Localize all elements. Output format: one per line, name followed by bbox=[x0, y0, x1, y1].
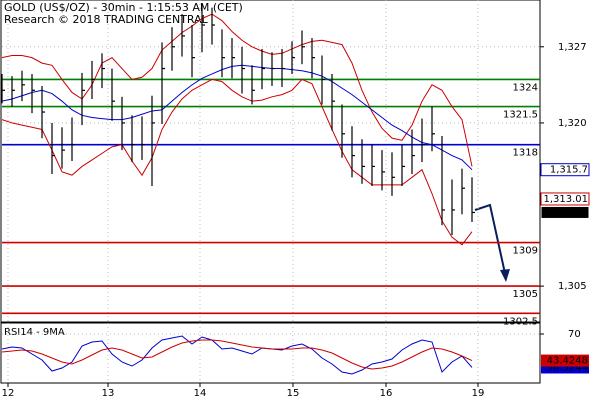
rsi-line bbox=[1, 335, 473, 375]
rsi-panel bbox=[0, 322, 541, 384]
rsi-title: RSI14 - 9MA bbox=[4, 327, 65, 338]
level-label: 1324 bbox=[513, 82, 538, 93]
price-box bbox=[540, 205, 590, 219]
chart-subtitle: Research © 2018 TRADING CENTRAL bbox=[4, 13, 209, 26]
band-line bbox=[1, 64, 473, 171]
price-label: 1,311.77 bbox=[543, 207, 588, 218]
price-box bbox=[540, 192, 590, 206]
chart-title: GOLD (US$/OZ) - 30min - 1:15:53 AM (CET) bbox=[4, 1, 243, 14]
y-tick-label: 1,327 bbox=[558, 42, 587, 53]
band-line bbox=[1, 78, 473, 246]
forecast-arrow-head bbox=[500, 269, 510, 282]
price-box bbox=[540, 163, 590, 177]
band-line bbox=[1, 13, 473, 167]
rsi-value-label: 36.5244 bbox=[547, 362, 588, 373]
level-label: 1309 bbox=[513, 246, 538, 257]
x-tick-label: 13 bbox=[102, 388, 115, 399]
x-tick-label: 15 bbox=[287, 388, 300, 399]
price-label: 1,315.7 bbox=[550, 165, 588, 176]
x-tick-label: 19 bbox=[472, 388, 485, 399]
level-label: 1321.5 bbox=[503, 110, 538, 121]
level-label: 1318 bbox=[513, 148, 538, 159]
level-label: 1302.5 bbox=[503, 316, 538, 327]
x-tick-label: 16 bbox=[380, 388, 393, 399]
price-panel bbox=[0, 0, 541, 323]
forecast-arrow bbox=[474, 203, 507, 279]
rsi-line bbox=[1, 339, 473, 370]
x-tick-label: 14 bbox=[194, 388, 207, 399]
y-tick-label: 1,305 bbox=[558, 281, 587, 292]
y-tick-label: 1,320 bbox=[558, 118, 587, 129]
level-label: 1305 bbox=[513, 289, 538, 300]
rsi-value-label: 43.4248 bbox=[547, 356, 588, 367]
x-tick-label: 12 bbox=[2, 388, 15, 399]
price-label: 1,313.01 bbox=[543, 194, 588, 205]
y-tick-label: 70 bbox=[568, 329, 581, 340]
rsi-value-box bbox=[541, 354, 589, 367]
